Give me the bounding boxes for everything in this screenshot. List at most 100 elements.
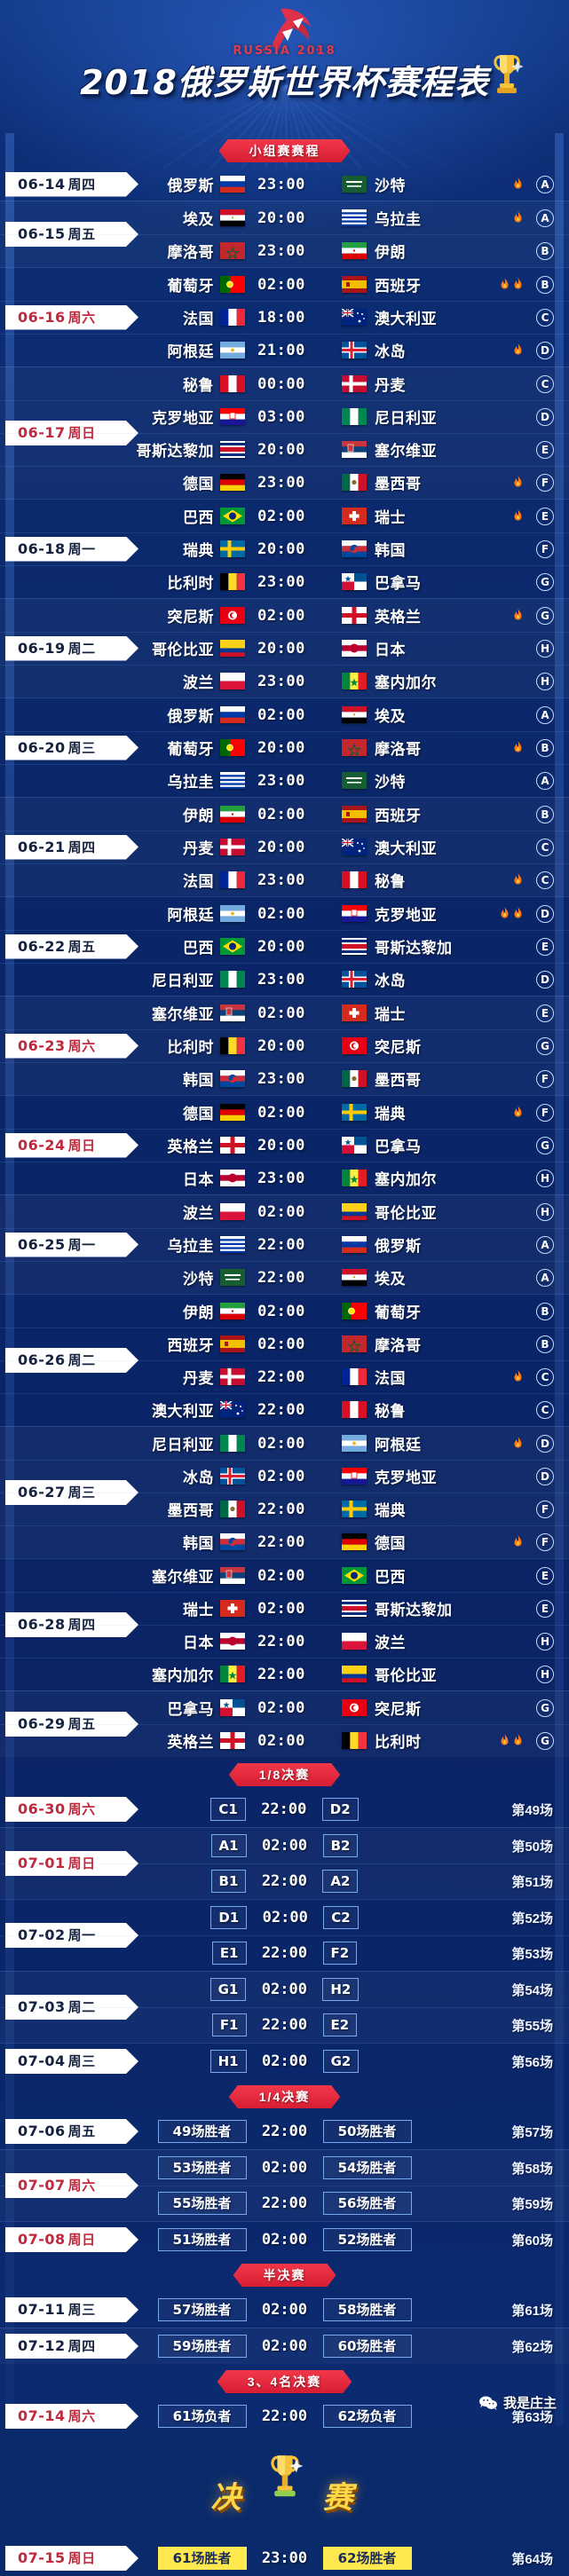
match-row[interactable]: 瑞典 20:00 韩国 F	[0, 532, 569, 565]
match-row[interactable]: 61场胜者 23:00 62场胜者 第64场	[0, 2541, 569, 2576]
match-row[interactable]: 秘鲁 00:00 丹麦 C	[0, 367, 569, 400]
match-row[interactable]: 英格兰 20:00 巴拿马 G	[0, 1129, 569, 1162]
match-row[interactable]: 英格兰 02:00 比利时 G	[0, 1724, 569, 1757]
schedule-day: 07-01 周日 A1 02:00 B2 第50场 B1 22:00 A2 第51场	[0, 1827, 569, 1899]
match-row[interactable]: C1 22:00 D2 第49场	[0, 1792, 569, 1827]
match-row[interactable]: 阿根廷 21:00 冰岛 D	[0, 334, 569, 366]
match-row[interactable]: 冰岛 02:00 克罗地亚 D	[0, 1460, 569, 1493]
match-row[interactable]: 塞尔维亚 02:00 巴西 E	[0, 1559, 569, 1592]
weekday-text: 周一	[67, 540, 96, 557]
match-time: 22:00	[257, 1665, 305, 1683]
match-row[interactable]: 乌拉圭 22:00 俄罗斯 A	[0, 1228, 569, 1261]
match-row[interactable]: 韩国 23:00 墨西哥 F	[0, 1062, 569, 1095]
day-matches: 61场胜者 23:00 62场胜者 第64场	[0, 2541, 569, 2576]
group-badge: G	[532, 606, 558, 625]
home-team-name: 伊朗	[183, 807, 214, 824]
home-team-flag	[220, 1303, 245, 1320]
home-team-flag	[220, 1203, 245, 1220]
match-row[interactable]: B1 22:00 A2 第51场	[0, 1863, 569, 1899]
match-row[interactable]: 巴西 02:00 瑞士 E	[0, 500, 569, 532]
match-row[interactable]: 西班牙 02:00 摩洛哥 B	[0, 1327, 569, 1360]
match-row[interactable]: 51场胜者 02:00 52场胜者 第60场	[0, 2222, 569, 2257]
match-row[interactable]: 59场胜者 02:00 60场胜者 第62场	[0, 2328, 569, 2364]
home-team-name: 韩国	[183, 1535, 214, 1552]
match-row[interactable]: 日本 22:00 波兰 H	[0, 1625, 569, 1658]
match-time: 02:00	[257, 507, 305, 525]
match-row[interactable]: 墨西哥 22:00 瑞典 F	[0, 1493, 569, 1525]
match-row[interactable]: 埃及 20:00 乌拉圭 A	[0, 201, 569, 234]
match-row[interactable]: 法国 18:00 澳大利亚 C	[0, 301, 569, 334]
date-tag: 06-25 周一	[5, 1233, 138, 1257]
weekday-text: 周三	[67, 2053, 96, 2069]
match-time: 02:00	[261, 1981, 307, 1998]
match-row[interactable]: 丹麦 20:00 澳大利亚 C	[0, 831, 569, 863]
match-row[interactable]: F1 22:00 E2 第55场	[0, 2007, 569, 2043]
away-team-code: 62场负者	[322, 2405, 412, 2428]
match-row[interactable]: 瑞士 02:00 哥斯达黎加 E	[0, 1592, 569, 1625]
away-team-name: 埃及	[375, 1271, 406, 1288]
date-text: 07-04	[18, 2052, 66, 2069]
match-time: 02:00	[257, 1467, 305, 1485]
weekday-text: 周四	[67, 839, 96, 855]
match-row[interactable]: 55场胜者 22:00 56场胜者 第59场	[0, 2186, 569, 2221]
home-team-flag	[220, 1401, 245, 1418]
match-row[interactable]: 波兰 23:00 塞内加尔 H	[0, 665, 569, 697]
match-row[interactable]: 57场胜者 02:00 58场胜者 第61场	[0, 2292, 569, 2328]
match-row[interactable]: 葡萄牙 20:00 摩洛哥 B	[0, 731, 569, 764]
match-row[interactable]: 塞内加尔 22:00 哥伦比亚 H	[0, 1658, 569, 1690]
match-row[interactable]: 49场胜者 22:00 50场胜者 第57场	[0, 2114, 569, 2149]
match-row[interactable]: 俄罗斯 23:00 沙特 A	[0, 168, 569, 201]
match-row[interactable]: 突尼斯 02:00 英格兰 G	[0, 599, 569, 632]
match-row[interactable]: 俄罗斯 02:00 埃及 A	[0, 698, 569, 731]
match-row[interactable]: 阿根廷 02:00 克罗地亚 D	[0, 897, 569, 930]
match-row[interactable]: 比利时 23:00 巴拿马 G	[0, 565, 569, 598]
match-row[interactable]: E1 22:00 F2 第53场	[0, 1935, 569, 1971]
match-row[interactable]: 53场胜者 02:00 54场胜者 第58场	[0, 2150, 569, 2186]
match-row[interactable]: 克罗地亚 03:00 尼日利亚 D	[0, 400, 569, 433]
match-row[interactable]: 丹麦 22:00 法国 C	[0, 1360, 569, 1393]
match-row[interactable]: 澳大利亚 22:00 秘鲁 C	[0, 1393, 569, 1426]
match-row[interactable]: 波兰 02:00 哥伦比亚 H	[0, 1195, 569, 1228]
match-row[interactable]: 巴西 20:00 哥斯达黎加 E	[0, 930, 569, 963]
match-pairing: F1 22:00 E2	[0, 2013, 569, 2036]
match-row[interactable]: 德国 23:00 墨西哥 F	[0, 466, 569, 499]
match-row[interactable]: 德国 02:00 瑞典 F	[0, 1096, 569, 1129]
weekday-text: 周六	[67, 1801, 96, 1817]
away-team-name: 摩洛哥	[375, 741, 422, 758]
match-row[interactable]: 乌拉圭 23:00 沙特 A	[0, 764, 569, 797]
match-row[interactable]: 61场负者 22:00 62场负者 第63场	[0, 2399, 569, 2434]
match-row[interactable]: 巴拿马 02:00 突尼斯 G	[0, 1691, 569, 1724]
match-row[interactable]: 哥斯达黎加 20:00 塞尔维亚 E	[0, 433, 569, 466]
hot-match-icon	[513, 741, 523, 754]
match-row[interactable]: H1 02:00 G2 第56场	[0, 2044, 569, 2079]
group-badge: F	[532, 473, 558, 492]
home-team-flag	[220, 1699, 245, 1716]
match-row[interactable]: D1 02:00 C2 第52场	[0, 1900, 569, 1935]
match-row[interactable]: G1 02:00 H2 第54场	[0, 1972, 569, 2007]
match-row[interactable]: 法国 23:00 秘鲁 C	[0, 863, 569, 896]
match-row[interactable]: 哥伦比亚 20:00 日本 H	[0, 632, 569, 665]
match-row[interactable]: 比利时 20:00 突尼斯 G	[0, 1029, 569, 1062]
match-row[interactable]: 韩国 22:00 德国 F	[0, 1525, 569, 1558]
match-row[interactable]: 塞尔维亚 02:00 瑞士 E	[0, 997, 569, 1029]
hot-match-indicator	[482, 1535, 523, 1549]
match-row[interactable]: 伊朗 02:00 西班牙 B	[0, 798, 569, 831]
match-row[interactable]: A1 02:00 B2 第50场	[0, 1828, 569, 1863]
hot-match-icon	[500, 907, 510, 920]
away-team-name: 乌拉圭	[375, 211, 422, 228]
match-row[interactable]: 葡萄牙 02:00 西班牙 B	[0, 268, 569, 301]
match-row[interactable]: 伊朗 02:00 葡萄牙 B	[0, 1295, 569, 1327]
weekday-text: 周二	[67, 1352, 96, 1368]
match-pairing: C1 22:00 D2	[0, 1798, 569, 1821]
group-badge: G	[532, 1731, 558, 1750]
match-row[interactable]: 摩洛哥 23:00 伊朗 B	[0, 234, 569, 267]
day-matches: D1 02:00 C2 第52场 E1 22:00 F2 第53场	[0, 1900, 569, 1971]
away-team-name: 英格兰	[375, 609, 422, 626]
match-row[interactable]: 尼日利亚 02:00 阿根廷 D	[0, 1427, 569, 1460]
match-row[interactable]: 尼日利亚 23:00 冰岛 D	[0, 963, 569, 996]
match-row[interactable]: 沙特 22:00 埃及 A	[0, 1261, 569, 1294]
schedule-day: 06-15 周五 埃及 20:00 乌拉圭 A 摩洛哥 23:00 伊朗 B	[0, 201, 569, 267]
match-row[interactable]: 日本 23:00 塞内加尔 H	[0, 1162, 569, 1194]
date-text: 07-07	[18, 2177, 66, 2194]
match-time: 02:00	[257, 904, 305, 923]
